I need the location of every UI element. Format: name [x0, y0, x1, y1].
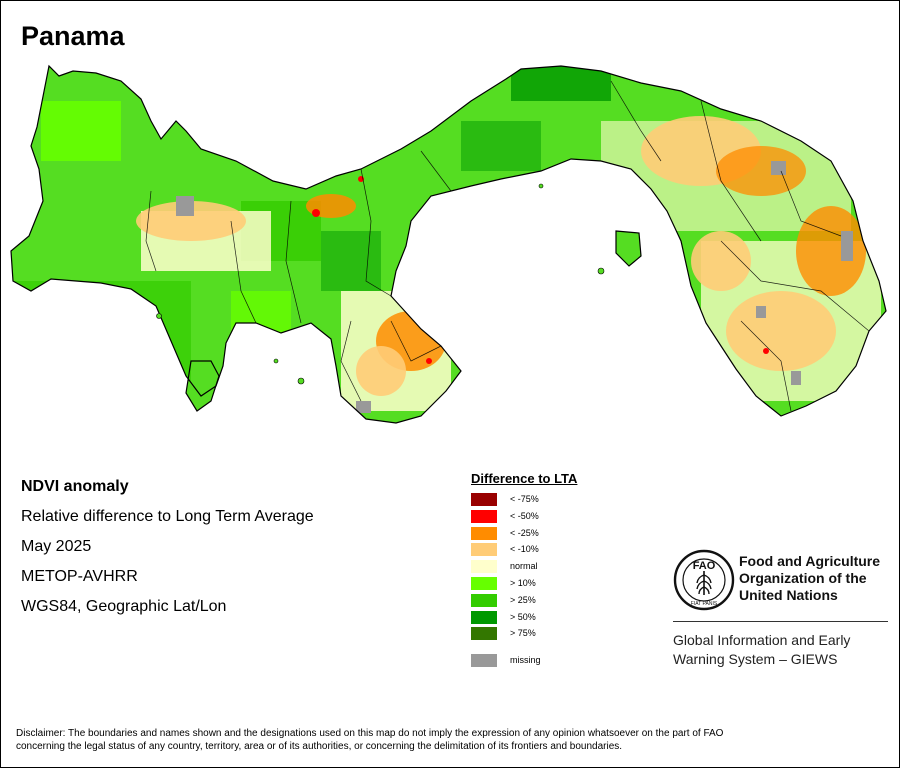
map-title: Panama — [21, 21, 125, 51]
giews-line1: Global Information and Early — [673, 632, 851, 648]
map-info: NDVI anomaly Relative difference to Long… — [21, 477, 314, 627]
fao-logo-letters: FAO — [693, 560, 716, 572]
legend-title: Difference to LTA — [471, 471, 578, 486]
legend-label: > 25% — [510, 594, 536, 605]
legend: Difference to LTA < -75% < -50% < -25% <… — [471, 471, 577, 669]
legend-item: < -75% — [471, 491, 577, 508]
map-period: May 2025 — [21, 538, 92, 555]
legend-label: missing — [510, 655, 541, 666]
legend-item: < -25% — [471, 525, 577, 542]
org-name-line1: Food and Agriculture — [739, 553, 881, 569]
legend-item: > 50% — [471, 609, 577, 626]
org-name: Food and Agriculture Organization of the… — [739, 553, 899, 604]
legend-swatch — [471, 560, 497, 574]
fao-logo-motto: FIAT PANIS — [691, 601, 718, 607]
disclaimer: Disclaimer: The boundaries and names sho… — [16, 727, 886, 753]
map-heading: NDVI anomaly — [21, 478, 129, 495]
fao-branding: FAO FIAT PANIS Food and Agriculture Orga… — [673, 549, 888, 667]
legend-item-missing: missing — [471, 652, 577, 669]
legend-swatch — [471, 493, 497, 506]
legend-swatch — [471, 610, 497, 624]
legend-item: > 25% — [471, 592, 577, 609]
divider — [673, 621, 888, 622]
legend-swatch — [471, 627, 497, 641]
map-sensor: METOP-AVHRR — [21, 568, 138, 585]
giews-line2: Warning System – GIEWS — [673, 651, 838, 667]
legend-swatch — [471, 509, 497, 523]
legend-label: > 75% — [510, 628, 536, 639]
legend-label: < -75% — [510, 494, 539, 504]
legend-swatch — [471, 593, 497, 607]
disclaimer-line2: concerning the legal status of any count… — [16, 741, 623, 752]
map-subtitle: Relative difference to Long Term Average — [21, 508, 314, 525]
map-projection: WGS84, Geographic Lat/Lon — [21, 598, 227, 615]
legend-item: normal — [471, 558, 577, 575]
fao-logo-icon: FAO FIAT PANIS — [673, 549, 735, 611]
giews-label: Global Information and Early Warning Sys… — [673, 631, 899, 669]
legend-label: > 50% — [510, 611, 536, 622]
legend-label: < -25% — [510, 527, 539, 538]
legend-label: normal — [510, 561, 538, 572]
disclaimer-line1: Disclaimer: The boundaries and names sho… — [16, 728, 724, 739]
legend-item: < -10% — [471, 541, 577, 558]
legend-item: < -50% — [471, 508, 577, 525]
legend-item: > 75% — [471, 625, 577, 642]
legend-item: > 10% — [471, 575, 577, 592]
legend-swatch — [471, 654, 497, 668]
legend-swatch — [471, 526, 497, 540]
legend-swatch — [471, 543, 497, 557]
legend-label: < -50% — [510, 510, 539, 521]
ndvi-map — [10, 64, 887, 424]
legend-label: > 10% — [510, 577, 536, 588]
legend-swatch — [471, 576, 497, 590]
org-name-line2: Organization of the — [739, 570, 867, 586]
org-name-line3: United Nations — [739, 587, 838, 603]
legend-label: < -10% — [510, 544, 539, 555]
